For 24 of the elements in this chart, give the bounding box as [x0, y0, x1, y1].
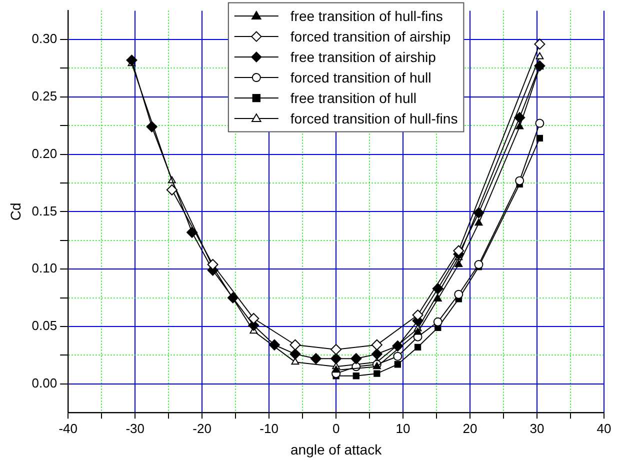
x-tick-label: 10 [396, 420, 410, 436]
legend-label: free transition of airship [290, 48, 436, 65]
legend-label: free transition of hull-fins [290, 8, 443, 24]
legend-label: free transition of hull [290, 90, 416, 106]
x-tick-label: -40 [58, 420, 78, 436]
legend-label: forced transition of hull [290, 69, 432, 86]
y-tick-label: 0.00 [32, 375, 58, 390]
x-tick-label: 40 [596, 420, 612, 436]
y-tick-label: 0.30 [32, 31, 58, 46]
y-axis-title: Cd [7, 202, 24, 221]
x-tick-label: 0 [332, 420, 340, 436]
y-tick-label: 0.20 [32, 146, 58, 161]
legend-label: forced transition of airship [290, 28, 451, 44]
y-tick-label: 0.25 [32, 88, 58, 104]
y-tick-label: 0.15 [32, 203, 58, 218]
x-axis-title: angle of attack [290, 441, 383, 458]
x-tick-label: -10 [260, 420, 278, 436]
x-tick-label: 30 [530, 420, 544, 436]
x-tick-label: -20 [192, 420, 212, 436]
y-tick-label: 0.05 [32, 318, 58, 334]
x-tick-label: 20 [462, 420, 478, 436]
legend-label: forced transition of hull-fins [290, 110, 458, 126]
x-tick-label: -30 [126, 420, 144, 436]
y-tick-label: 0.10 [32, 260, 58, 276]
